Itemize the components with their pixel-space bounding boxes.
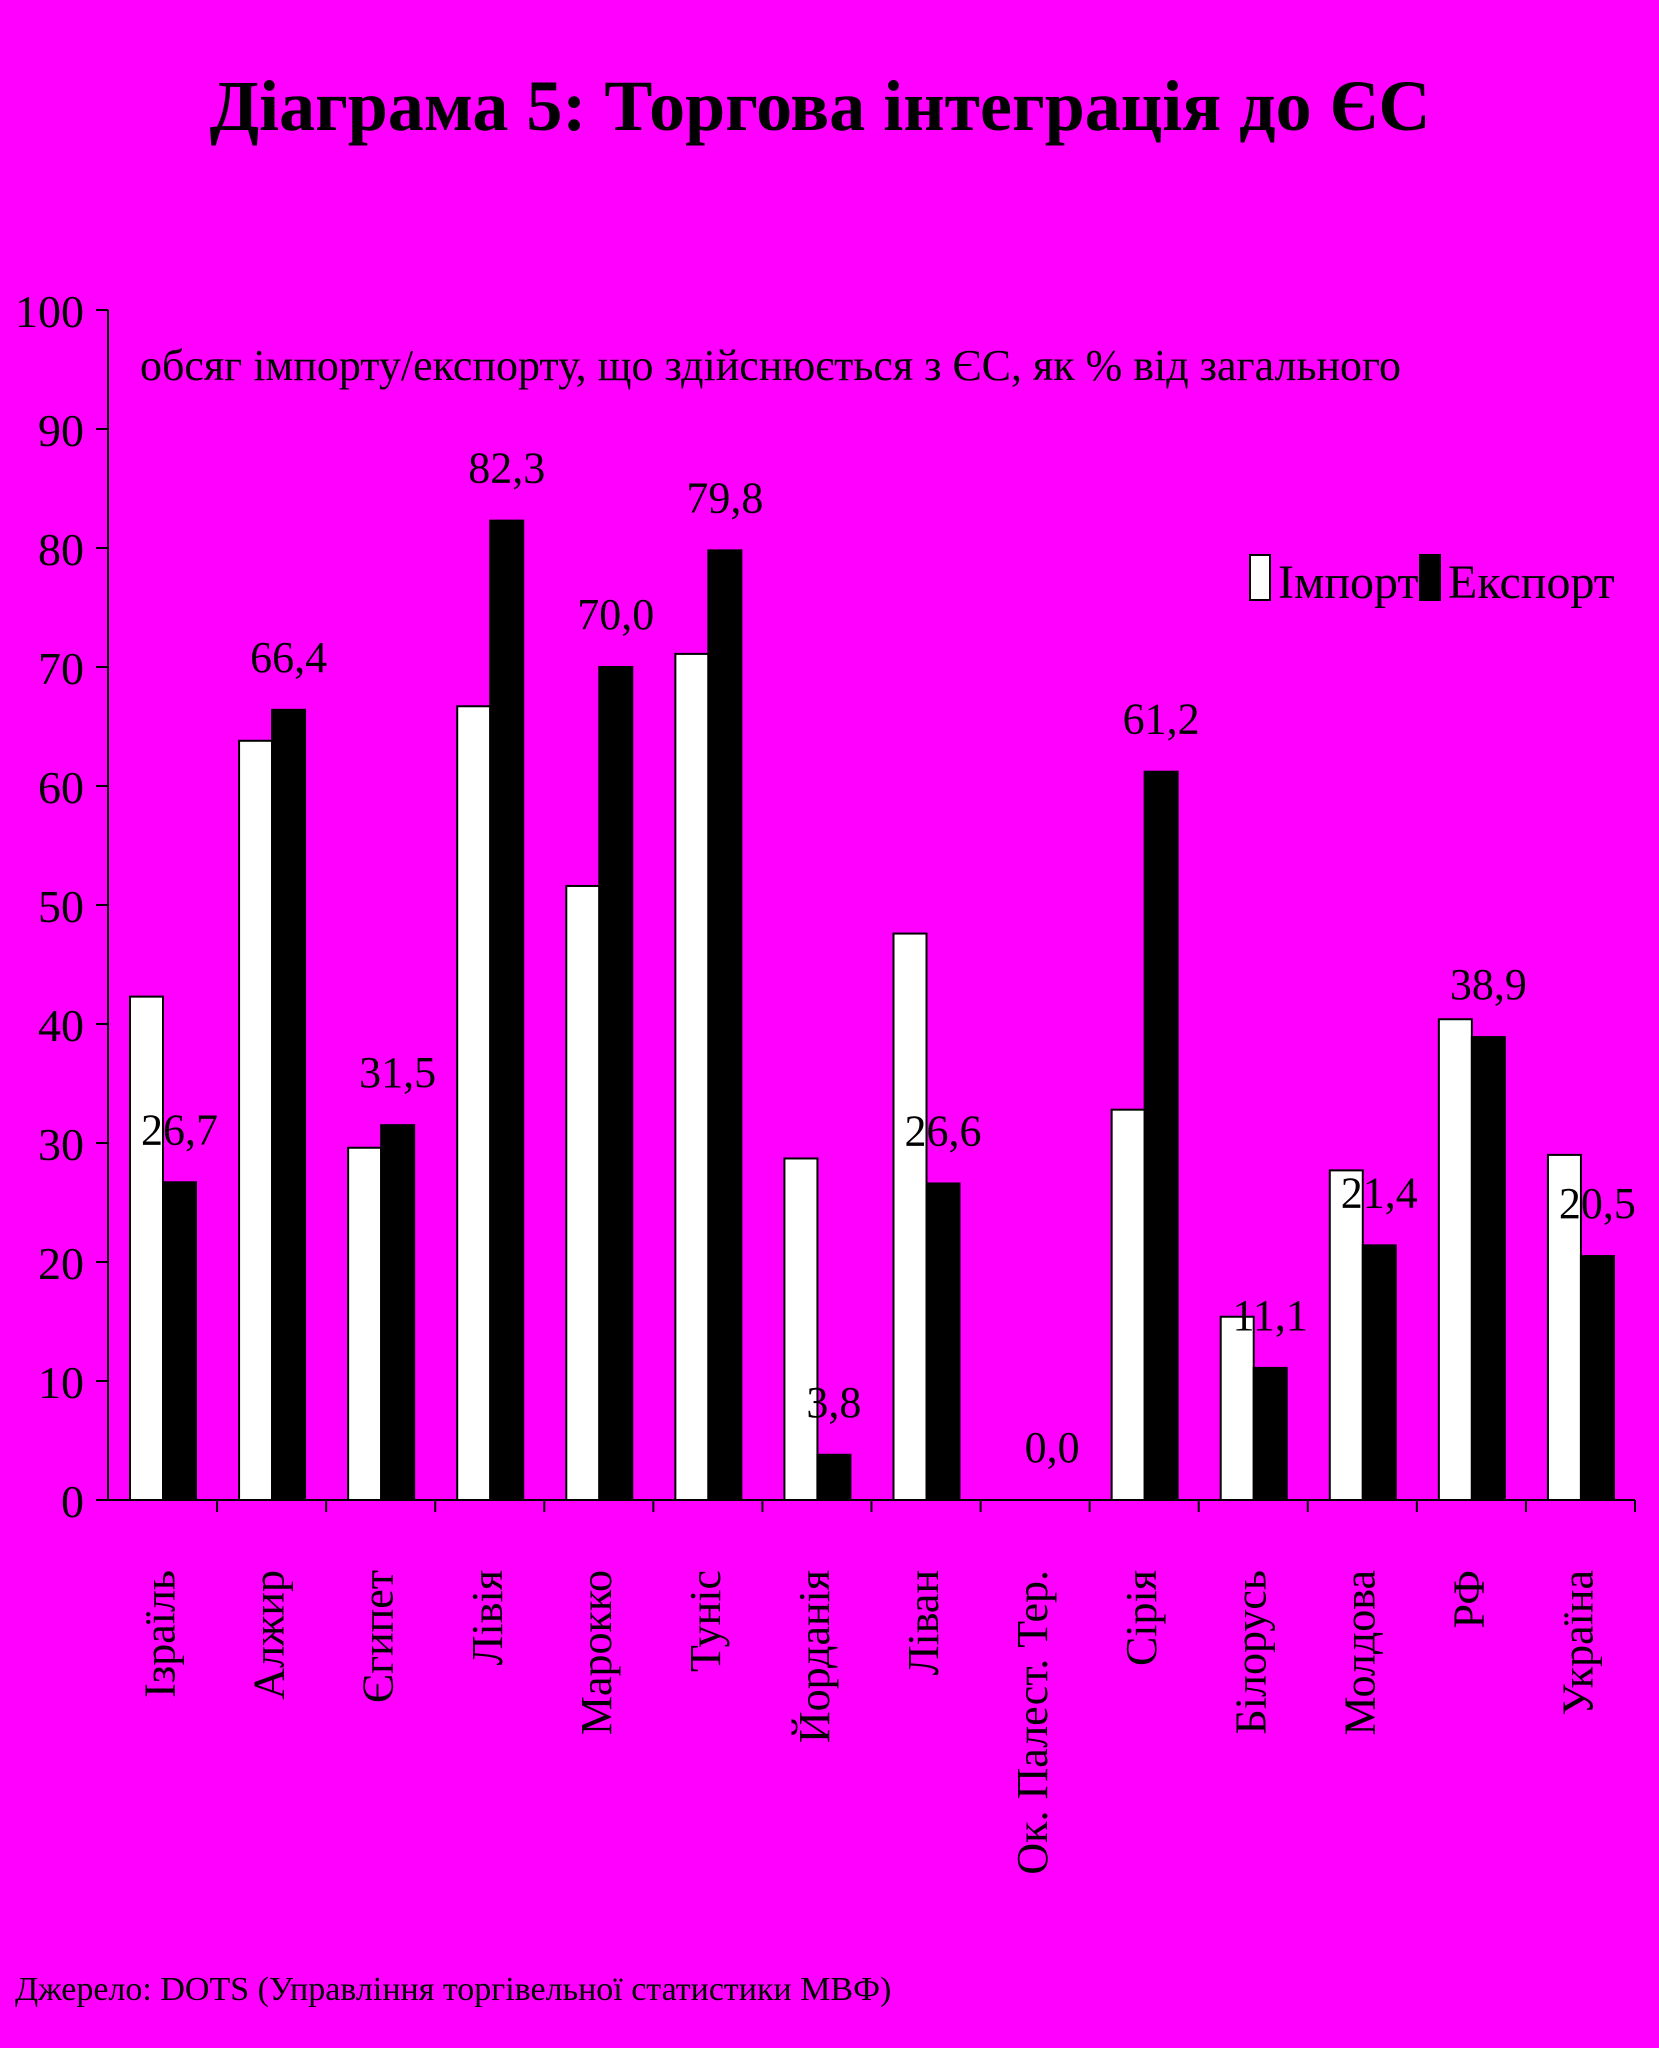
bar-export xyxy=(816,1453,852,1502)
export-value-label: 21,4 xyxy=(1341,1168,1418,1217)
category-label: Ізраїль xyxy=(136,1570,185,1698)
export-value-label: 20,5 xyxy=(1559,1179,1636,1228)
category-label: Молдова xyxy=(1335,1570,1384,1736)
category-label: Білорусь xyxy=(1226,1570,1275,1734)
bar-import xyxy=(674,652,710,1501)
export-value-label: 31,5 xyxy=(359,1048,436,1097)
y-tick-label: 30 xyxy=(38,1119,84,1170)
bar-import xyxy=(783,1157,819,1501)
category-label: Ліван xyxy=(899,1570,948,1675)
bar-export xyxy=(271,708,307,1501)
category-label: Марокко xyxy=(572,1570,621,1735)
bar-import xyxy=(1219,1315,1255,1501)
bars xyxy=(129,519,1615,1502)
y-tick-label: 90 xyxy=(38,405,84,456)
bar-export xyxy=(380,1124,416,1502)
source-note: Джерело: DOTS (Управління торгівельної с… xyxy=(15,1971,891,2008)
y-tick-label: 0 xyxy=(61,1476,84,1527)
chart-subtitle: обсяг імпорту/експорту, що здійснюється … xyxy=(140,341,1401,390)
bar-import xyxy=(347,1146,383,1501)
export-value-label: 0,0 xyxy=(1025,1423,1080,1472)
bar-export xyxy=(1143,770,1179,1501)
export-value-label: 26,6 xyxy=(905,1106,982,1155)
y-tick-label: 70 xyxy=(38,643,84,694)
value-labels: 26,7 66,4 31,5 82,3 70,0 79,8 3,8 26,6 0,0 61,2 11… xyxy=(141,444,1636,1472)
bar-export xyxy=(1252,1366,1288,1502)
y-tick-label: 60 xyxy=(38,762,84,813)
bar-import xyxy=(1110,1108,1146,1502)
category-label: РФ xyxy=(1444,1570,1493,1628)
export-value-label: 38,9 xyxy=(1450,960,1527,1009)
bar-import xyxy=(456,705,492,1501)
category-label: Алжир xyxy=(245,1570,294,1700)
bar-import xyxy=(129,995,164,1501)
category-label: Єгипет xyxy=(354,1570,403,1703)
bar-import xyxy=(1437,1018,1473,1501)
export-value-label: 66,4 xyxy=(250,633,327,682)
export-value-label: 3,8 xyxy=(806,1378,861,1427)
bar-export xyxy=(489,519,525,1501)
legend-label-import: Імпорт xyxy=(1278,556,1418,609)
y-tick-label: 20 xyxy=(38,1238,84,1289)
bar-export xyxy=(598,666,634,1501)
category-label: Лівія xyxy=(463,1570,512,1665)
legend-label-export: Експорт xyxy=(1448,556,1615,609)
y-tick-label: 10 xyxy=(38,1357,84,1408)
export-value-label: 82,3 xyxy=(468,444,545,493)
y-tick-labels: 0 10 20 30 40 50 60 70 80 90 100 xyxy=(15,286,84,1527)
bar-export xyxy=(1361,1244,1397,1501)
export-value-label: 26,7 xyxy=(141,1105,218,1154)
category-label: Ок. Палест. Тер. xyxy=(1008,1570,1057,1875)
export-value-label: 11,1 xyxy=(1233,1291,1308,1340)
export-value-label: 70,0 xyxy=(577,590,654,639)
y-tick-label: 80 xyxy=(38,524,84,575)
legend-swatch-export xyxy=(1419,554,1441,601)
category-labels: Ізраїль Алжир Єгипет Лівія Марокко Туніс Йорда… xyxy=(136,1570,1603,1875)
y-tick-label: 50 xyxy=(38,881,84,932)
category-label: Йорданія xyxy=(790,1570,839,1743)
y-tick-label: 100 xyxy=(15,286,84,337)
bar-import xyxy=(1328,1169,1364,1501)
bar-import xyxy=(892,932,928,1501)
chart-title: Діаграма 5: Торгова інтеграція до ЄС xyxy=(210,66,1431,146)
bar-export xyxy=(1579,1255,1615,1502)
y-tick-label: 40 xyxy=(38,1000,84,1051)
bar-import xyxy=(565,884,601,1501)
export-value-label: 79,8 xyxy=(686,473,763,522)
bar-export xyxy=(925,1182,961,1501)
category-label: Сірія xyxy=(1117,1570,1166,1666)
bar-export xyxy=(162,1181,197,1502)
category-label: Україна xyxy=(1553,1570,1602,1716)
bar-export xyxy=(707,549,743,1501)
legend-swatch-import xyxy=(1249,554,1271,601)
legend: Імпорт Експорт xyxy=(1249,554,1615,609)
bar-import xyxy=(238,739,274,1501)
category-label: Туніс xyxy=(681,1570,730,1672)
bar-export xyxy=(1470,1036,1506,1501)
export-value-label: 61,2 xyxy=(1123,695,1200,744)
